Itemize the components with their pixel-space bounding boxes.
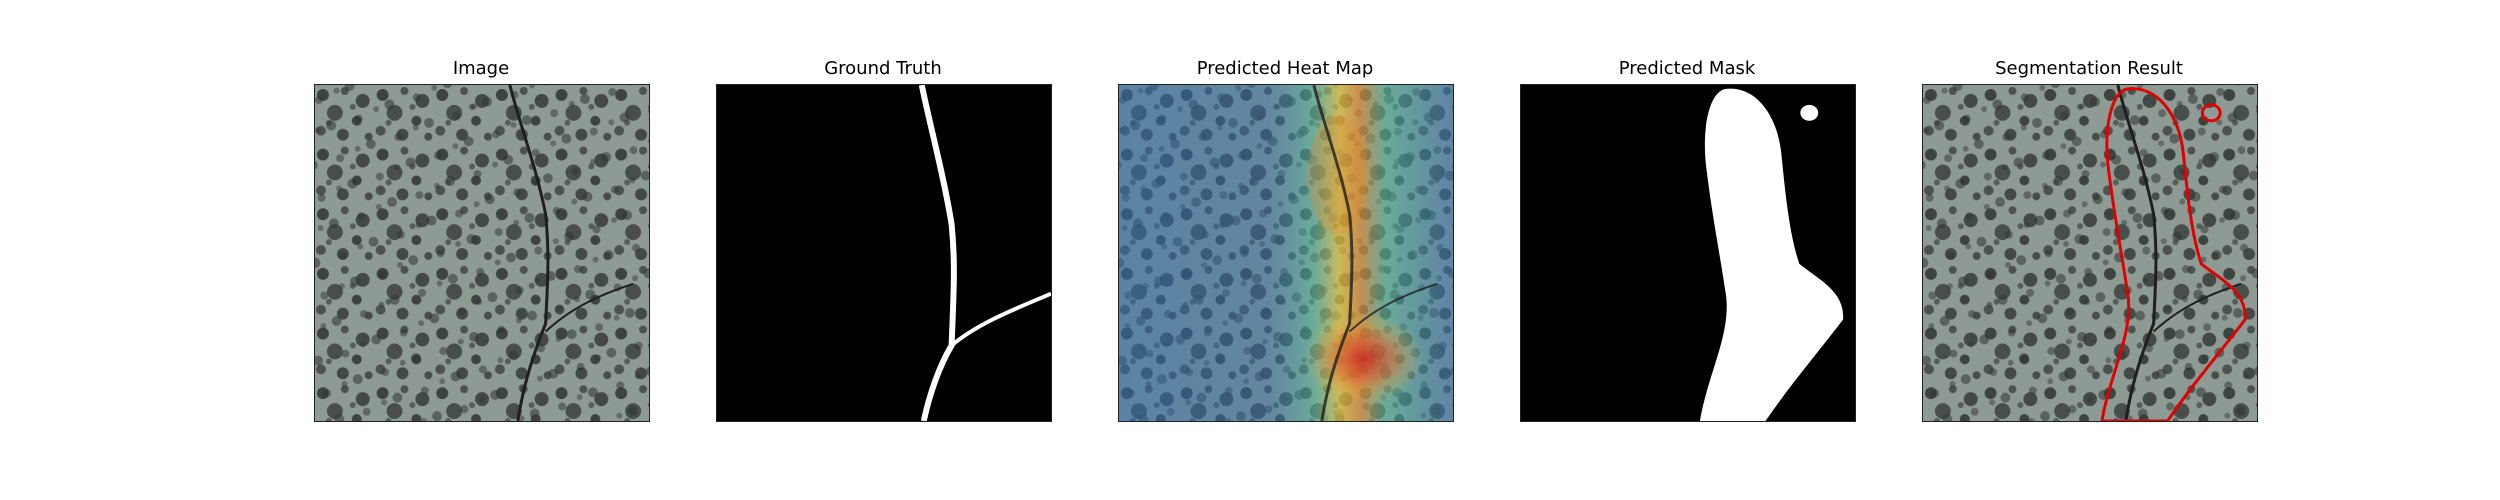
gt-branch xyxy=(950,291,1051,347)
gt-crack xyxy=(918,85,957,421)
ground-truth-panel xyxy=(716,84,1052,422)
panel-title-image: Image xyxy=(452,58,510,79)
panel-title-predicted-mask: Predicted Mask xyxy=(1618,58,1756,79)
predicted-mask-panel xyxy=(1520,84,1856,422)
segmentation-contour-blob xyxy=(2200,103,2222,123)
panel-title-heat-map: Predicted Heat Map xyxy=(1196,58,1374,79)
segmentation-contour xyxy=(2100,87,2247,421)
mask-blob xyxy=(1800,104,1819,121)
segmentation-result-panel xyxy=(1922,84,2258,422)
heat-hotspot xyxy=(1303,313,1424,404)
image-panel xyxy=(314,84,650,422)
panel-title-ground-truth: Ground Truth xyxy=(824,58,942,79)
mask-region xyxy=(1699,88,1844,421)
crack-branch xyxy=(544,282,634,333)
panel-title-segmentation-result: Segmentation Result xyxy=(1995,58,2183,79)
heat-map-panel xyxy=(1118,84,1454,422)
crack-line xyxy=(508,85,550,421)
